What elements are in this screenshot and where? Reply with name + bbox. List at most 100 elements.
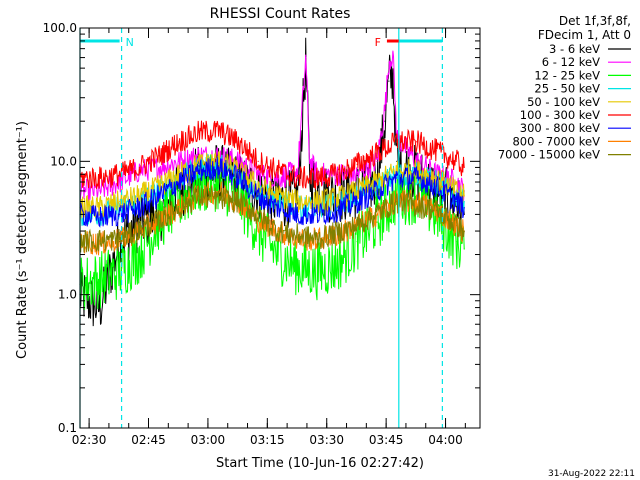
data-point [277, 207, 279, 209]
data-point [178, 181, 180, 183]
x-axis-label: Start Time (10-Jun-16 02:27:42) [216, 456, 424, 471]
y-tick-label: 100.0 [43, 21, 77, 35]
data-point [356, 241, 358, 243]
data-point [376, 152, 378, 154]
legend-label: 800 - 7000 keV [512, 134, 600, 148]
data-point [356, 190, 358, 192]
annotation-label: N [126, 36, 134, 49]
data-point [435, 150, 437, 152]
data-point [198, 166, 200, 168]
data-point [237, 160, 239, 162]
data-point [119, 181, 121, 183]
data-point [119, 270, 121, 272]
data-point [138, 195, 140, 197]
data-point [99, 177, 101, 179]
data-point [237, 200, 239, 203]
series-7000to15000kev [79, 184, 465, 253]
data-point [336, 173, 338, 175]
data-point [198, 131, 200, 133]
data-point [376, 181, 378, 183]
data-point [257, 195, 259, 197]
data-point [297, 266, 299, 269]
data-point [138, 207, 140, 209]
data-point [376, 221, 378, 223]
data-point [463, 230, 465, 232]
data-point [416, 200, 418, 203]
data-point [297, 200, 299, 203]
data-point [392, 73, 394, 75]
data-point [297, 177, 299, 179]
data-point [99, 278, 101, 281]
data-point [158, 195, 160, 197]
data-point [158, 219, 160, 222]
data-point [119, 200, 121, 203]
x-tick-label: 03:00 [191, 433, 226, 447]
legend-label: 50 - 100 keV [527, 95, 600, 109]
data-point [198, 170, 200, 172]
data-point [336, 263, 338, 265]
data-point [237, 177, 239, 179]
data-point [138, 253, 140, 256]
data-point [158, 155, 160, 157]
data-point [435, 185, 437, 187]
plot-frame [79, 27, 481, 429]
data-point [455, 200, 457, 203]
y-tick-label: 1.0 [58, 288, 77, 302]
data-point [356, 173, 358, 175]
data-point [455, 190, 457, 192]
data-point [158, 185, 160, 187]
data-point [317, 270, 319, 272]
data-point [384, 107, 386, 109]
series-line-7000to15000kev [79, 184, 465, 253]
data-point [455, 241, 457, 243]
data-point [178, 141, 180, 143]
data-point [455, 224, 457, 227]
series-300to800kev [79, 157, 465, 228]
data-point [416, 177, 418, 179]
data-point [463, 166, 465, 168]
legend-header-line-2: FDecim 1, Att 0 [538, 28, 631, 42]
data-point [119, 238, 121, 240]
data-point [218, 130, 220, 132]
legend-label: 12 - 25 keV [534, 68, 600, 82]
legend-label: 300 - 800 keV [520, 121, 600, 135]
series-line-50to100kev [79, 151, 465, 220]
x-tick-label: 03:15 [250, 433, 285, 447]
data-point [376, 213, 378, 215]
data-point [158, 190, 160, 192]
data-point [218, 166, 220, 168]
series-line-800to7000kev [79, 181, 465, 256]
x-tick-label: 02:45 [131, 433, 166, 447]
data-point [218, 181, 220, 183]
data-point [396, 200, 398, 203]
data-point [277, 253, 279, 256]
data-point [158, 166, 160, 168]
data-point [277, 170, 279, 172]
data-point [237, 141, 239, 143]
annotation-label: F [375, 36, 381, 49]
data-point [257, 173, 259, 175]
data-point [99, 190, 101, 192]
data-point [435, 177, 437, 179]
data-point [463, 248, 465, 250]
data-point [376, 160, 378, 162]
data-point [317, 200, 319, 203]
data-point [396, 141, 398, 143]
data-point [297, 213, 299, 215]
legend-header-line-1: Det 1f,3f,8f, [559, 14, 631, 28]
series-line-100to300kev [79, 120, 465, 190]
x-tick-label: 04:00 [428, 433, 463, 447]
data-point [138, 166, 140, 168]
data-point [305, 57, 307, 59]
legend-label: 3 - 6 keV [549, 42, 600, 56]
legend-label: 25 - 50 keV [534, 82, 600, 96]
chart-title: RHESSI Count Rates [210, 6, 351, 22]
y-tick-label: 0.1 [58, 421, 77, 435]
data-point [356, 200, 358, 203]
footer-timestamp: 31-Aug-2022 22:11 [548, 469, 635, 479]
data-point [99, 216, 101, 218]
data-point [384, 120, 386, 122]
plot-data-layer [79, 37, 465, 327]
